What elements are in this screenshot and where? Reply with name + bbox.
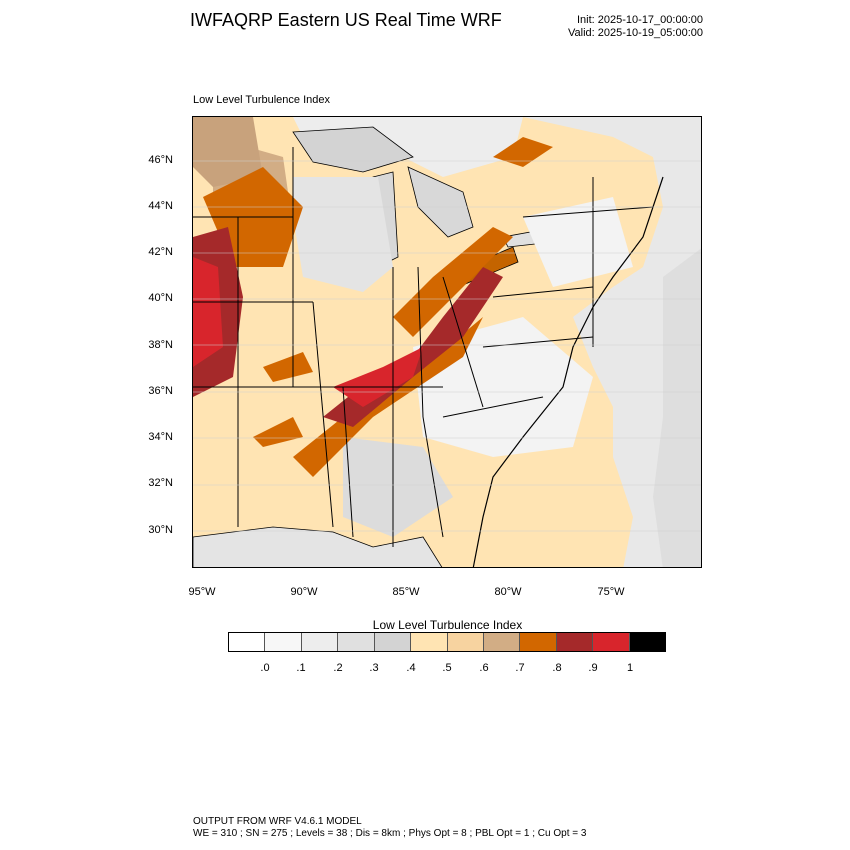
turbulence-band bbox=[253, 417, 303, 447]
colorbar-swatch bbox=[520, 633, 557, 651]
graticule bbox=[193, 160, 701, 532]
colorbar-label: .1 bbox=[296, 662, 306, 674]
colorbar-swatch bbox=[265, 633, 302, 651]
colorbar-swatch bbox=[556, 633, 594, 651]
colorbar-swatch bbox=[411, 633, 448, 651]
turbulence-band bbox=[393, 227, 513, 337]
map-title: IWFAQRP Eastern US Real Time WRF bbox=[190, 10, 502, 30]
lon-tick-75: 75°W bbox=[597, 586, 625, 598]
turbulence-band bbox=[493, 137, 553, 167]
colorbar-swatch bbox=[593, 633, 630, 651]
lat-tick-44: 44°N bbox=[148, 200, 173, 212]
lake-huron bbox=[407, 166, 474, 238]
model-footer: OUTPUT FROM WRF V4.6.1 MODEL WE = 310 ; … bbox=[193, 816, 586, 840]
lon-tick-85: 85°W bbox=[392, 586, 420, 598]
map-graphic bbox=[193, 117, 701, 567]
colorbar-label: 1 bbox=[626, 662, 634, 674]
colorbar-label: .2 bbox=[333, 662, 343, 674]
lat-tick-38: 38°N bbox=[148, 339, 173, 351]
lon-tick-95: 95°W bbox=[188, 586, 216, 598]
colorbar-swatch bbox=[483, 633, 521, 651]
turbulence-map bbox=[192, 116, 702, 568]
valid-time: Valid: 2025-10-19_05:00:00 bbox=[568, 27, 703, 39]
lat-tick-46: 46°N bbox=[148, 154, 173, 166]
colorbar-label: .9 bbox=[588, 662, 598, 674]
lat-tick-42: 42°N bbox=[148, 246, 173, 258]
colorbar-label: .4 bbox=[406, 662, 416, 674]
colorbar-label: .5 bbox=[442, 662, 452, 674]
lat-tick-32: 32°N bbox=[148, 477, 173, 489]
init-time: Init: 2025-10-17_00:00:00 bbox=[577, 14, 703, 26]
footer-line-1: OUTPUT FROM WRF V4.6.1 MODEL bbox=[193, 816, 362, 827]
gulf-grey bbox=[343, 437, 453, 537]
lon-tick-80: 80°W bbox=[494, 586, 522, 598]
lat-tick-34: 34°N bbox=[148, 431, 173, 443]
colorbar-swatch bbox=[447, 633, 484, 651]
colorbar-label: .6 bbox=[479, 662, 489, 674]
turbulence-band bbox=[193, 257, 223, 367]
midwest-grey bbox=[293, 177, 393, 292]
gulf-of-mexico bbox=[193, 526, 443, 567]
lat-tick-40: 40°N bbox=[148, 292, 173, 304]
colorbar-swatch bbox=[629, 633, 666, 651]
colorbar-label: .3 bbox=[369, 662, 379, 674]
colorbar-swatch bbox=[338, 633, 375, 651]
turbulence-band bbox=[193, 117, 263, 187]
turbulence-band bbox=[263, 352, 313, 382]
colorbar-label: .8 bbox=[552, 662, 562, 674]
ocean-region bbox=[523, 117, 701, 567]
colorbar-swatch bbox=[374, 633, 412, 651]
colorbar-title: Low Level Turbulence Index bbox=[372, 618, 523, 632]
colorbar bbox=[228, 632, 666, 652]
lat-tick-30: 30°N bbox=[148, 524, 173, 536]
colorbar-swatch bbox=[229, 633, 266, 651]
lat-tick-36: 36°N bbox=[148, 385, 173, 397]
atlantic-coastline bbox=[472, 176, 664, 567]
footer-line-2: WE = 310 ; SN = 275 ; Levels = 38 ; Dis … bbox=[193, 828, 587, 839]
colorbar-label: .7 bbox=[515, 662, 525, 674]
ocean-region-deep bbox=[653, 248, 701, 567]
lon-tick-90: 90°W bbox=[290, 586, 318, 598]
state-borders bbox=[193, 147, 654, 547]
init-valid-times: Init: 2025-10-17_00:00:00 Valid: 2025-10… bbox=[520, 14, 703, 40]
colorbar-swatch bbox=[301, 633, 339, 651]
northeast-grey bbox=[523, 197, 633, 287]
field-label: Low Level Turbulence Index bbox=[193, 94, 330, 106]
colorbar-label: .0 bbox=[260, 662, 270, 674]
